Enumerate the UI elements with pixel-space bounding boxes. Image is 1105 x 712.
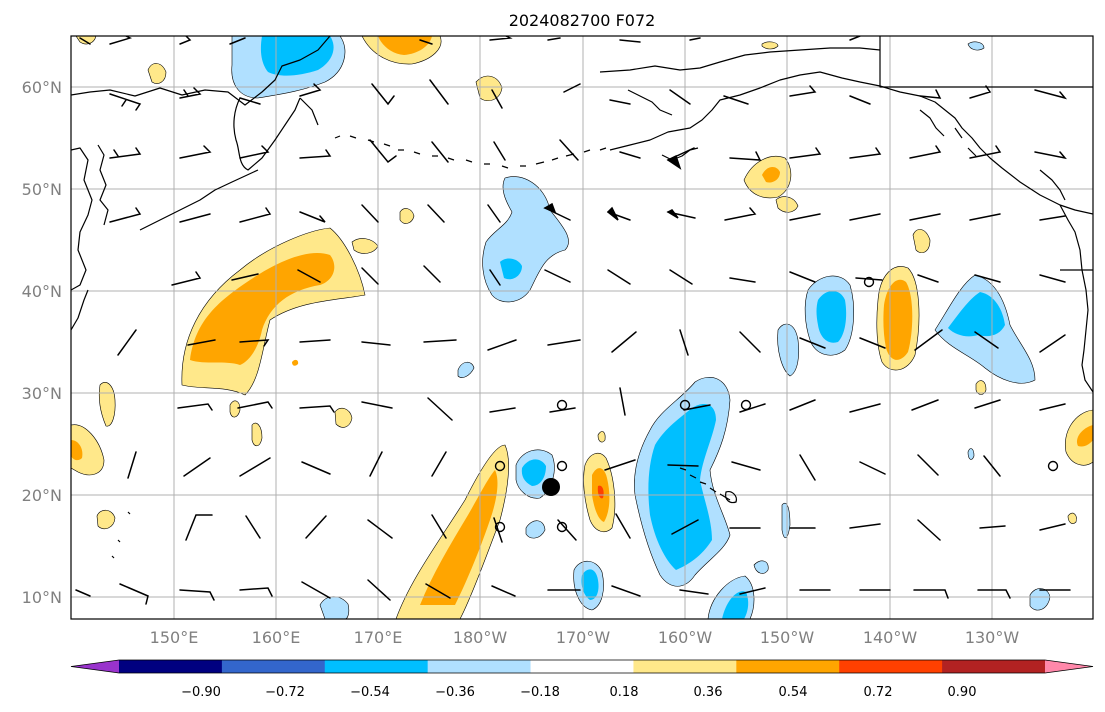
colorbar-segment [839,660,943,673]
positive-anomaly-region [912,229,931,253]
positive-anomaly-core [190,252,335,365]
latitude-labels: 60°N 50°N 40°N 30°N 20°N 10°N [22,78,62,607]
colorbar-segment [942,660,1046,673]
colorbar-segment [530,660,634,673]
negative-anomaly-core [948,292,1005,337]
map-frame [70,35,1094,620]
lat-label: 40°N [22,282,62,301]
negative-anomaly-core [648,404,716,570]
colorbar-labels: −0.90 −0.72 −0.54 −0.36 −0.18 0.18 0.36 … [181,685,976,700]
colorbar-segment [736,660,840,673]
positive-anomaly-core [71,440,83,461]
positive-anomaly-region [761,41,779,50]
longitude-labels: 150°E 160°E 170°E 180°W 170°W 160°W 150°… [150,628,1020,647]
colorbar-label: −0.72 [265,685,305,700]
colorbar: −0.90 −0.72 −0.54 −0.36 −0.18 0.18 0.36 … [70,659,1094,700]
positive-anomaly-region [399,208,415,224]
lat-label: 60°N [22,78,62,97]
lon-label: 150°E [150,628,199,647]
lon-label: 130°W [965,628,1020,647]
negative-anomaly-region [525,520,546,539]
map-title: 2024082700 F072 [509,11,656,30]
colorbar-label: 0.36 [694,685,723,700]
map-panel [71,36,1093,619]
lon-label: 150°W [760,628,815,647]
colorbar-segment [119,660,223,673]
positive-anomaly-core [420,470,498,605]
colorbar-label: 0.90 [948,685,977,700]
positive-anomaly-region [96,509,116,530]
negative-anomaly-region [753,560,769,574]
lat-label: 30°N [22,384,62,403]
negative-anomaly-core [581,569,599,600]
positive-anomaly-region [334,407,353,428]
colorbar-segment [427,660,532,673]
gridlines [71,36,1093,619]
positive-anomaly-region [597,431,606,443]
negative-anomaly-core [816,291,847,343]
colorbar-segment [221,660,326,673]
colorbar-segment [633,660,737,673]
colorbar-segments [70,659,1094,674]
positive-anomaly-core [883,279,913,360]
colorbar-segment [324,660,429,673]
negative-anomaly-core [521,459,546,486]
colorbar-extension-low [71,660,119,673]
negative-anomaly-core [500,258,522,280]
positive-anomaly-region [475,75,503,101]
colorbar-label: 0.54 [779,685,808,700]
lon-label: 170°E [354,628,403,647]
negative-anomaly-region [967,448,975,460]
colorbar-label: −0.18 [520,685,560,700]
lon-label: 160°E [252,628,301,647]
positive-anomaly-core [762,166,780,183]
positive-anomaly-region [229,400,241,418]
positive-anomaly-region [251,422,263,447]
lat-label: 10°N [22,588,62,607]
positive-anomaly-core [378,36,432,55]
calm-wind-markers [494,276,1059,533]
negative-anomaly-region [457,361,475,378]
negative-anomaly-region [967,41,985,51]
colorbar-label: −0.54 [350,685,390,700]
storm-position-marker [542,478,560,496]
colorbar-label: 0.72 [864,685,893,700]
lon-label: 170°W [556,628,611,647]
negative-anomaly-core [260,36,334,76]
negative-anomaly-region [781,502,791,538]
coastlines [71,36,1093,559]
colorbar-extension-high [1045,660,1093,673]
colorbar-label: 0.18 [610,685,639,700]
lat-label: 50°N [22,180,62,199]
lon-label: 140°W [863,628,918,647]
colorbar-label: −0.36 [435,685,475,700]
positive-anomaly-core [1076,425,1093,447]
negative-anomaly-core [722,591,749,619]
colorbar-label: −0.90 [181,685,221,700]
colorbar-outline [70,659,1094,674]
lat-label: 20°N [22,486,62,505]
lon-label: 180°W [453,628,508,647]
positive-anomaly-spot [292,359,299,366]
positive-anomaly-region [71,424,105,476]
positive-anomaly-region [975,380,987,395]
negative-anomaly-region [777,323,800,377]
positive-anomaly-region [1067,512,1077,524]
anomaly-fill-regions [71,36,1093,619]
lon-label: 160°W [658,628,713,647]
positive-anomaly-region [147,63,167,84]
